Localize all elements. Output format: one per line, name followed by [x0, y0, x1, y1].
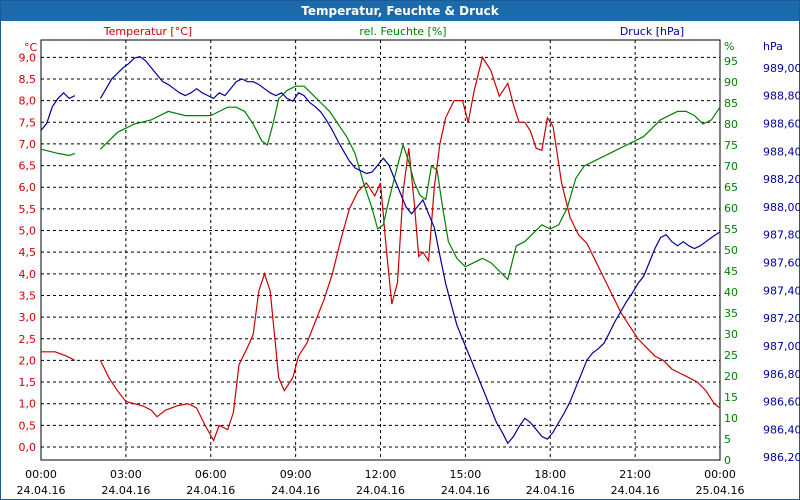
y-tick-label-temperature: 5,0 [19, 225, 37, 238]
y-tick-label-temperature: 3,0 [19, 311, 37, 324]
x-tick-label-date: 24.04.16 [271, 484, 320, 497]
y-tick-label-pressure: 986,80 [763, 368, 800, 381]
y-tick-label-humidity: 55 [724, 223, 738, 236]
y-tick-label-temperature: 0,5 [19, 419, 37, 432]
x-tick-label-time: 06:00 [195, 468, 227, 481]
axes-group: 0,0 0,5 1,0 1,5 2,0 2,5 3,0 3,5 4,0 4,5 5,0 5,5 6,0 6… [17, 40, 800, 497]
y-tick-label-temperature: 5,5 [19, 203, 37, 216]
x-tick-label-time: 03:00 [110, 468, 142, 481]
y-tick-label-temperature: 7,5 [19, 116, 37, 129]
y-tick-label-pressure: 986,60 [763, 396, 800, 409]
y-tick-label-temperature: 0,0 [19, 441, 37, 454]
y-tick-label-humidity: 50 [724, 244, 738, 257]
y-tick-label-humidity: 0 [724, 454, 731, 467]
x-tick-label-time: 09:00 [280, 468, 312, 481]
x-tick-label-date: 24.04.16 [611, 484, 660, 497]
y-tick-label-pressure: 988,00 [763, 201, 800, 214]
y-unit-temperature: °C [24, 41, 38, 54]
y-tick-label-pressure: 988,40 [763, 145, 800, 158]
y-tick-label-humidity: 35 [724, 307, 738, 320]
y-tick-label-temperature: 1,5 [19, 376, 37, 389]
y-tick-label-pressure: 987,20 [763, 312, 800, 325]
series-line-temperature [41, 351, 76, 361]
x-tick-label-time: 12:00 [365, 468, 397, 481]
chart-title: Temperatur, Feuchte & Druck [1, 1, 799, 21]
y-tick-label-temperature: 6,0 [19, 181, 37, 194]
y-tick-label-pressure: 986,20 [763, 451, 800, 464]
y-tick-label-humidity: 30 [724, 328, 738, 341]
x-tick-label-date: 24.04.16 [441, 484, 490, 497]
y-tick-label-humidity: 45 [724, 265, 738, 278]
legend-entry-pressure: Druck [hPa] [620, 25, 684, 38]
y-unit-pressure: hPa [763, 40, 783, 53]
x-tick-label-time: 00:00 [25, 468, 57, 481]
y-tick-label-pressure: 988,60 [763, 117, 800, 130]
y-tick-label-humidity: 5 [724, 433, 731, 446]
series-line-humidity [99, 85, 721, 281]
y-tick-label-temperature: 4,0 [19, 268, 37, 281]
y-tick-label-humidity: 65 [724, 181, 738, 194]
y-tick-label-humidity: 25 [724, 349, 738, 362]
legend-entry-temperature: Temperatur [°C] [103, 25, 192, 38]
series-line-pressure [99, 56, 721, 445]
y-tick-label-humidity: 80 [724, 118, 738, 131]
y-tick-label-humidity: 85 [724, 97, 738, 110]
y-tick-label-humidity: 10 [724, 412, 738, 425]
y-tick-label-temperature: 4,5 [19, 246, 37, 259]
series-line-humidity [40, 148, 76, 157]
y-tick-label-pressure: 987,00 [763, 340, 800, 353]
y-tick-label-temperature: 8,5 [19, 73, 37, 86]
series-line-pressure [40, 91, 76, 131]
y-tick-label-temperature: 2,5 [19, 333, 37, 346]
series-line-temperature [99, 55, 721, 442]
y-tick-label-humidity: 75 [724, 139, 738, 152]
legend-entry-humidity: rel. Feuchte [%] [359, 25, 446, 38]
x-tick-label-date: 24.04.16 [17, 484, 66, 497]
x-tick-label-time: 00:00 [704, 468, 736, 481]
series-group [40, 55, 721, 445]
y-tick-label-temperature: 6,5 [19, 160, 37, 173]
x-tick-label-date: 24.04.16 [526, 484, 575, 497]
y-tick-label-humidity: 70 [724, 160, 738, 173]
y-tick-label-temperature: 8,0 [19, 95, 37, 108]
legend: Temperatur [°C] rel. Feuchte [%] Druck [hP… [103, 25, 684, 38]
y-tick-label-temperature: 1,0 [19, 398, 37, 411]
y-tick-label-humidity: 60 [724, 202, 738, 215]
x-tick-label-date: 24.04.16 [186, 484, 235, 497]
y-tick-label-temperature: 3,5 [19, 289, 37, 302]
y-tick-label-humidity: 20 [724, 370, 738, 383]
y-tick-label-pressure: 987,80 [763, 229, 800, 242]
x-tick-label-time: 18:00 [534, 468, 566, 481]
y-tick-label-humidity: 90 [724, 76, 738, 89]
y-tick-label-humidity: 40 [724, 286, 738, 299]
y-tick-label-humidity: 15 [724, 391, 738, 404]
x-tick-label-date: 24.04.16 [101, 484, 150, 497]
x-tick-label-date: 25.04.16 [696, 484, 745, 497]
y-tick-label-pressure: 988,80 [763, 90, 800, 103]
grid-lines [40, 40, 721, 460]
y-tick-label-pressure: 987,60 [763, 257, 800, 270]
y-unit-humidity: % [724, 40, 734, 53]
y-tick-label-temperature: 7,0 [19, 138, 37, 151]
x-tick-label-time: 21:00 [619, 468, 651, 481]
y-tick-label-pressure: 989,00 [763, 62, 800, 75]
y-tick-label-temperature: 9,0 [19, 51, 37, 64]
y-tick-label-pressure: 987,40 [763, 284, 800, 297]
y-tick-label-humidity: 95 [724, 55, 738, 68]
y-tick-label-pressure: 986,40 [763, 423, 800, 436]
x-tick-label-date: 24.04.16 [356, 484, 405, 497]
y-tick-label-temperature: 2,0 [19, 354, 37, 367]
y-tick-label-pressure: 988,20 [763, 173, 800, 186]
x-tick-label-time: 15:00 [450, 468, 482, 481]
